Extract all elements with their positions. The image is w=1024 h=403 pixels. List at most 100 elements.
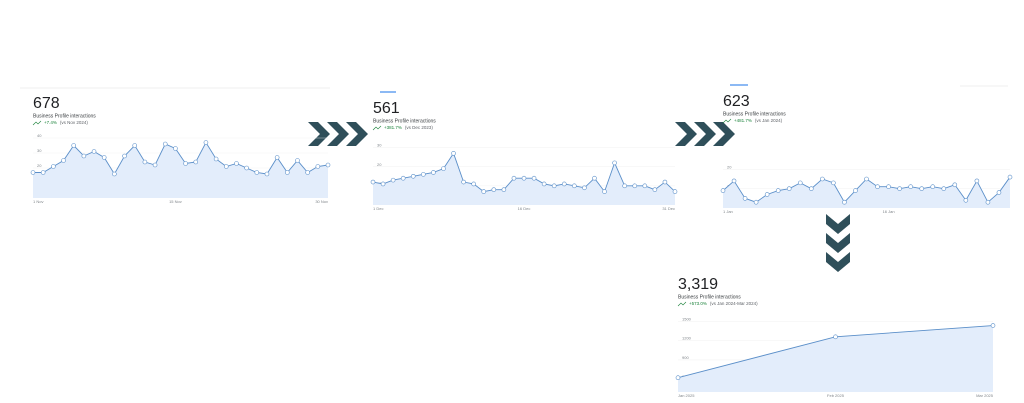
point bbox=[592, 175, 597, 181]
point bbox=[101, 155, 107, 160]
point bbox=[886, 184, 891, 190]
point bbox=[223, 164, 229, 169]
y-tick-label: 20 bbox=[377, 162, 382, 167]
point bbox=[809, 186, 814, 191]
point bbox=[91, 149, 97, 154]
metric-label: Business Profile interactions bbox=[678, 294, 741, 300]
point bbox=[152, 162, 158, 168]
point bbox=[142, 159, 148, 165]
trend-icon bbox=[372, 125, 382, 131]
point bbox=[531, 175, 537, 181]
point bbox=[305, 170, 310, 175]
point bbox=[511, 175, 517, 181]
metric-value: 561 bbox=[373, 100, 400, 117]
point bbox=[40, 170, 46, 175]
x-tick-label: 16 Jan bbox=[883, 209, 895, 214]
point bbox=[315, 164, 321, 169]
point bbox=[786, 186, 792, 191]
metric-value: 678 bbox=[33, 95, 60, 112]
point bbox=[842, 199, 847, 205]
point bbox=[325, 162, 331, 168]
point bbox=[672, 189, 678, 194]
comparison: (vs Jan 2024) bbox=[755, 118, 783, 123]
point bbox=[582, 185, 587, 191]
metric-label: Business Profile interactions bbox=[723, 111, 786, 117]
metric-label: Business Profile interactions bbox=[33, 113, 96, 119]
y-tick-label: 20 bbox=[37, 163, 42, 168]
area bbox=[33, 142, 328, 198]
point bbox=[162, 141, 168, 147]
point bbox=[541, 181, 547, 187]
point bbox=[132, 143, 138, 148]
point bbox=[875, 184, 880, 190]
point bbox=[461, 179, 466, 185]
point bbox=[61, 158, 66, 163]
point bbox=[471, 181, 476, 187]
point bbox=[264, 171, 270, 177]
line bbox=[33, 141, 329, 175]
point bbox=[731, 178, 737, 184]
point bbox=[820, 176, 825, 182]
point bbox=[234, 161, 239, 166]
point bbox=[952, 182, 958, 188]
x-tick-label: 30 Nov bbox=[315, 199, 328, 204]
point bbox=[551, 183, 557, 189]
point bbox=[203, 140, 209, 145]
point bbox=[274, 155, 280, 160]
point bbox=[451, 151, 456, 156]
point bbox=[642, 183, 648, 189]
metric-value: 623 bbox=[723, 93, 750, 110]
x-tick-label: Mar 2025 bbox=[976, 393, 994, 398]
point bbox=[753, 199, 759, 205]
point bbox=[742, 196, 748, 201]
comparison: (vs Dec 2023) bbox=[405, 125, 434, 130]
comparison: (vs Nov 2024) bbox=[60, 120, 89, 125]
point bbox=[632, 183, 638, 189]
point bbox=[602, 189, 607, 194]
point bbox=[797, 180, 803, 186]
change: +481.7% bbox=[734, 118, 752, 123]
point bbox=[1007, 174, 1013, 180]
arrow-right bbox=[675, 122, 735, 146]
point bbox=[985, 199, 991, 205]
point bbox=[675, 375, 681, 380]
point bbox=[833, 334, 838, 340]
area bbox=[723, 177, 1010, 208]
point bbox=[652, 187, 658, 192]
point bbox=[831, 180, 836, 186]
point bbox=[213, 156, 219, 162]
point bbox=[853, 188, 858, 193]
point bbox=[390, 177, 396, 183]
x-tick-label: 1 Dec bbox=[373, 206, 383, 211]
point bbox=[561, 181, 567, 187]
y-tick-label: 1200 bbox=[682, 336, 692, 341]
change: +7.4% bbox=[44, 120, 57, 125]
x-tick-label: 1 Jan bbox=[723, 209, 733, 214]
point bbox=[30, 170, 36, 175]
change: +381.7% bbox=[384, 125, 402, 130]
comparison: (vs Jan 2024-Mar 2024) bbox=[710, 301, 758, 306]
point bbox=[941, 186, 947, 191]
point bbox=[897, 186, 902, 191]
point bbox=[612, 160, 617, 166]
point bbox=[380, 181, 386, 187]
point bbox=[521, 175, 527, 181]
y-tick-label: 20 bbox=[727, 164, 732, 169]
point bbox=[295, 158, 300, 163]
x-tick-label: 31 Dec bbox=[662, 206, 675, 211]
point bbox=[244, 165, 249, 171]
point bbox=[491, 187, 497, 192]
point bbox=[51, 164, 56, 169]
trend-icon bbox=[722, 118, 732, 124]
area bbox=[678, 325, 993, 392]
point bbox=[254, 170, 260, 175]
metric-value: 3,319 bbox=[678, 276, 718, 293]
x-tick-label: 15 Nov bbox=[169, 199, 182, 204]
point bbox=[775, 188, 781, 193]
x-tick-label: Jan 2025 bbox=[678, 393, 695, 398]
y-tick-label: 1500 bbox=[682, 316, 692, 321]
point bbox=[622, 183, 627, 189]
point bbox=[370, 179, 376, 185]
point bbox=[996, 190, 1002, 195]
